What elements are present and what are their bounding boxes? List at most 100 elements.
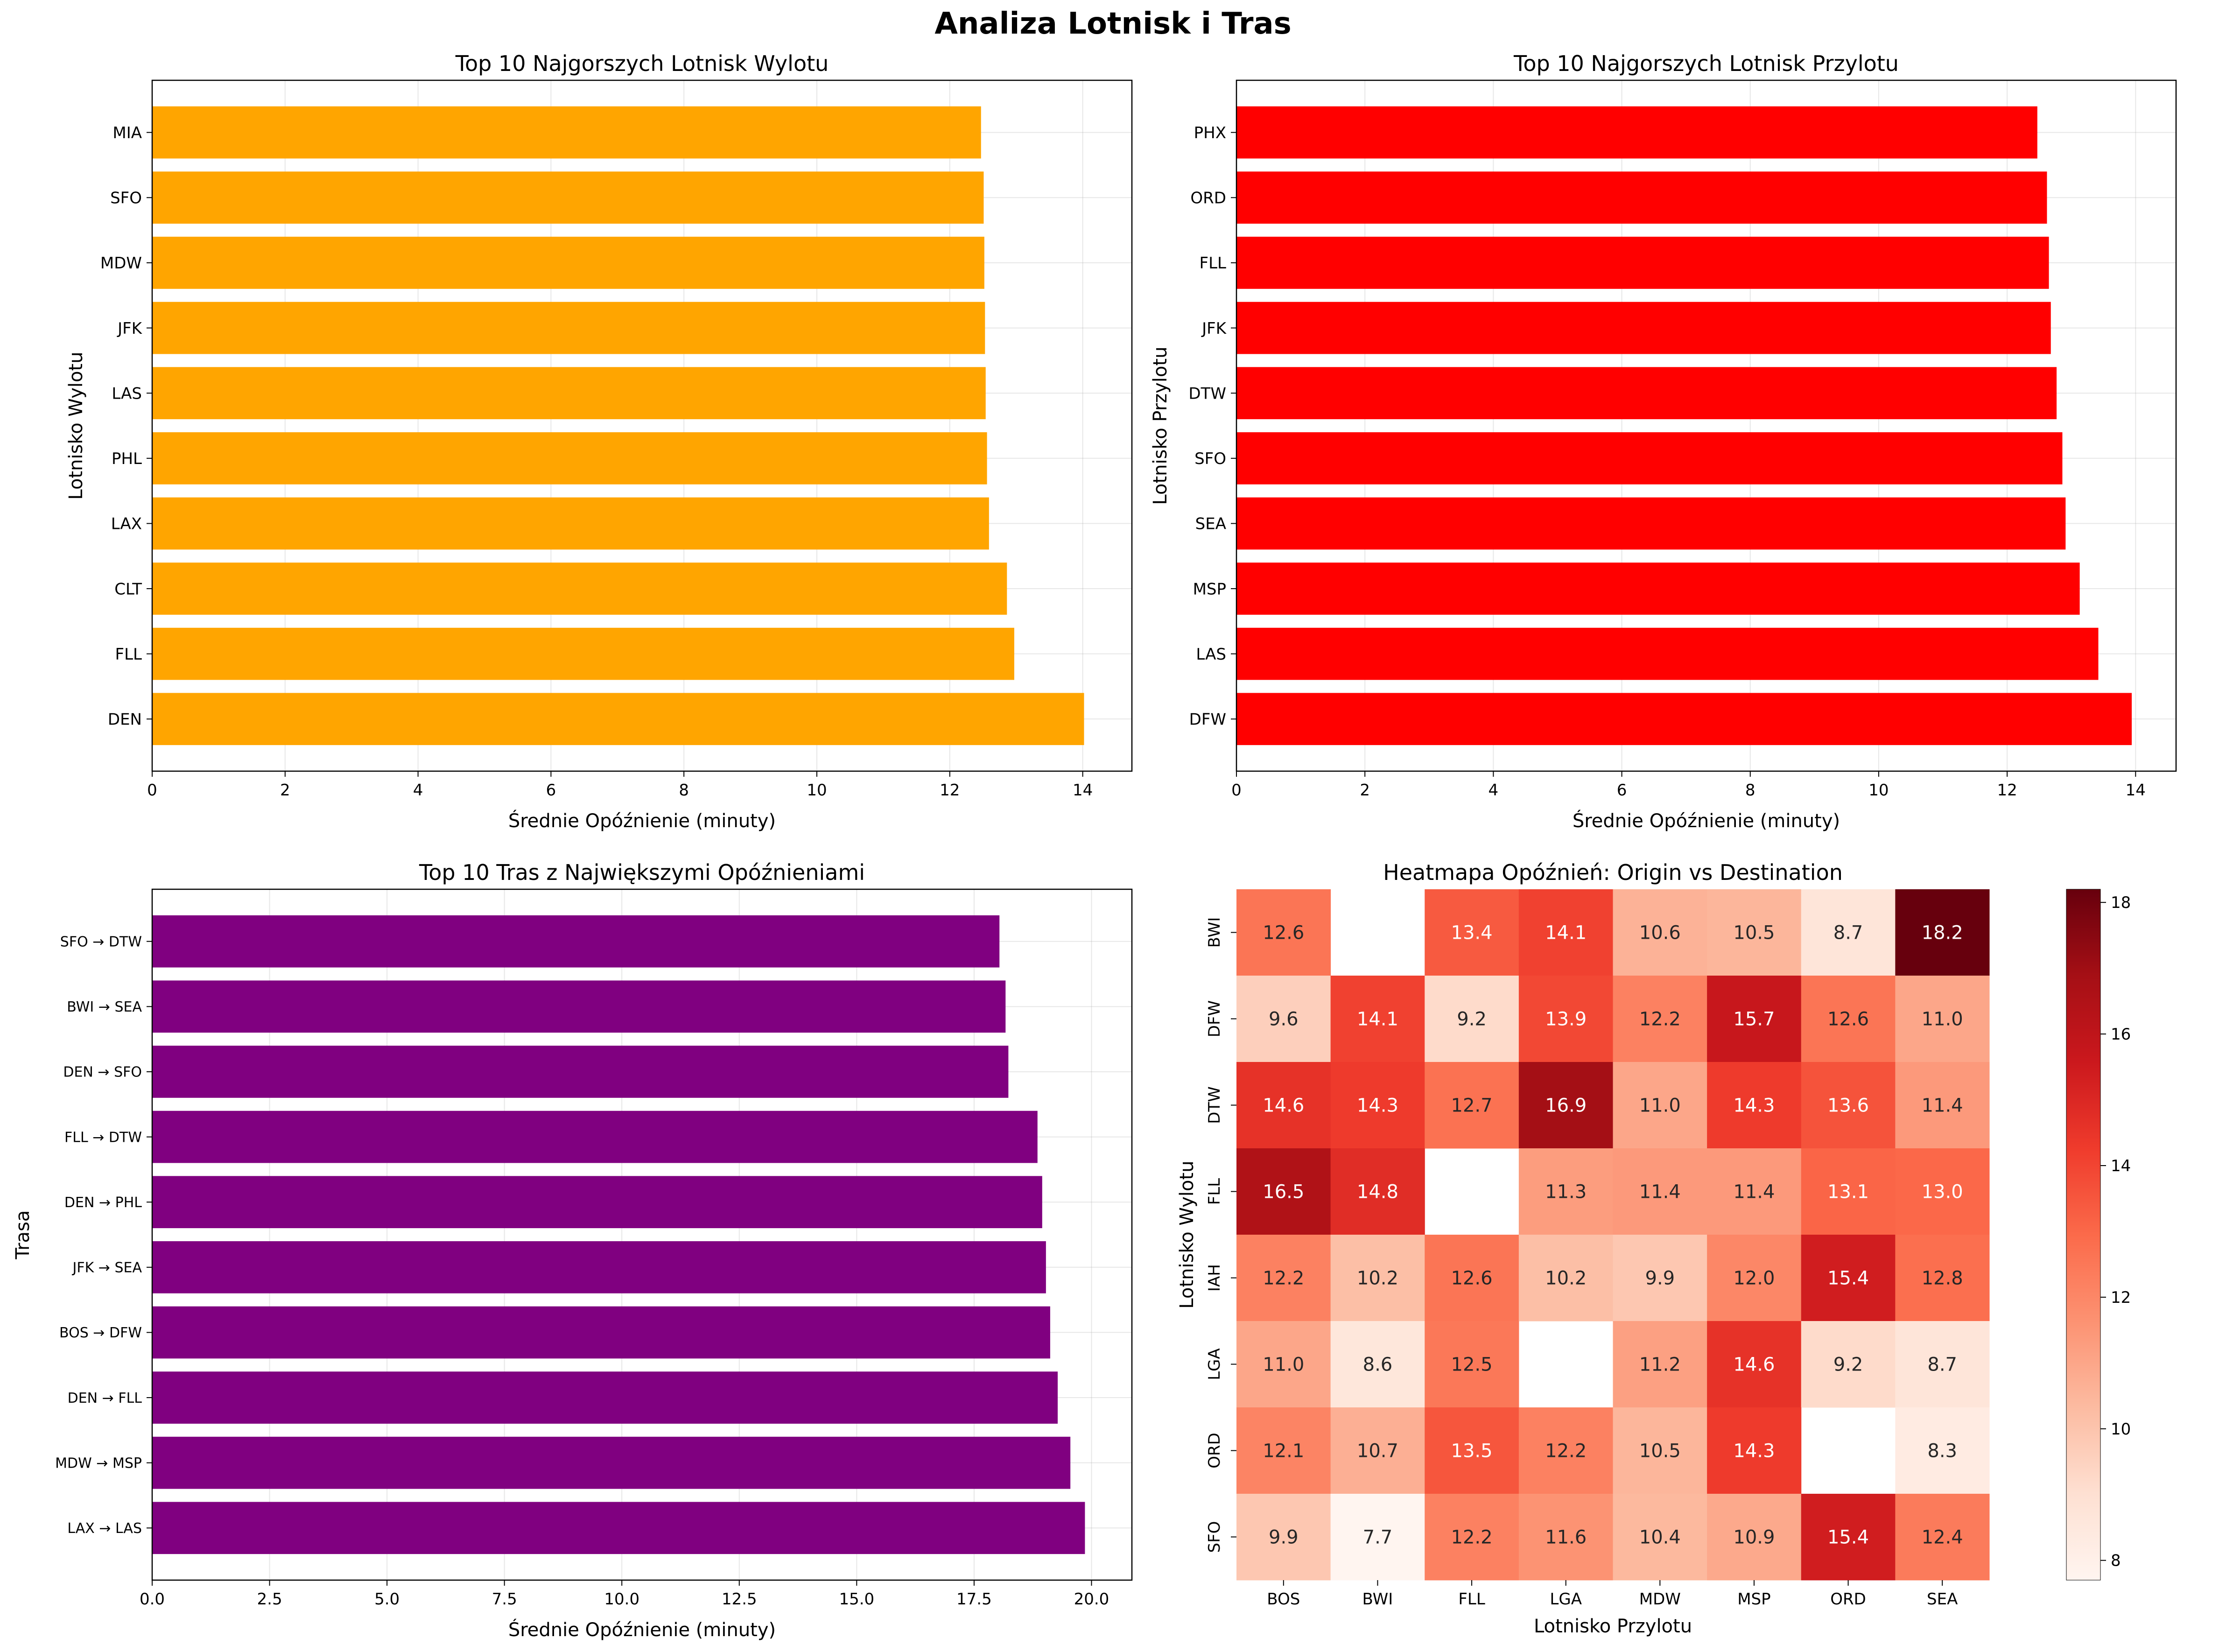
bar-den-fll bbox=[152, 1371, 1058, 1424]
heatmap-cell bbox=[1613, 1494, 1707, 1581]
x-tick-label: 0 bbox=[1231, 781, 1242, 800]
x-tick-label: 5.0 bbox=[374, 1590, 400, 1609]
heatmap-cell bbox=[1613, 976, 1707, 1062]
x-tick-label: 12 bbox=[940, 781, 960, 800]
heatmap-cell bbox=[1425, 1321, 1519, 1408]
heatmap-cell bbox=[1236, 976, 1331, 1062]
x-tick-label: 2 bbox=[280, 781, 290, 800]
heatmap-cell bbox=[1236, 1321, 1331, 1408]
y-axis-label: Lotnisko Przylotu bbox=[1150, 346, 1171, 505]
bar-sfo-dtw bbox=[152, 915, 1000, 968]
category-label: MSP bbox=[1193, 580, 1226, 598]
cell-value-label: 10.4 bbox=[1639, 1527, 1681, 1548]
cell-value-label: 12.6 bbox=[1827, 1009, 1869, 1030]
cell-value-label: 12.2 bbox=[1545, 1441, 1587, 1462]
heatmap-cell bbox=[1425, 976, 1519, 1062]
category-label: JFK bbox=[117, 319, 143, 338]
bar-jfk-sea bbox=[152, 1241, 1046, 1293]
cell-value-label: 16.9 bbox=[1545, 1095, 1587, 1117]
heatmap-cell bbox=[1236, 1407, 1331, 1494]
x-tick-label: 10 bbox=[807, 781, 827, 800]
cell-value-label: 13.1 bbox=[1827, 1181, 1869, 1203]
x-axis-label: Lotnisko Przylotu bbox=[1534, 1616, 1692, 1637]
cell-value-label: 14.3 bbox=[1733, 1095, 1775, 1117]
cell-value-label: 10.5 bbox=[1639, 1441, 1681, 1462]
cell-value-label: 7.7 bbox=[1363, 1527, 1393, 1548]
heatmap-cell bbox=[1707, 1235, 1802, 1322]
cell-value-label: 10.6 bbox=[1639, 922, 1681, 944]
x-category-label: BOS bbox=[1267, 1590, 1300, 1609]
heatmap-cell bbox=[1518, 1062, 1613, 1149]
cell-value-label: 9.2 bbox=[1833, 1354, 1863, 1376]
cell-value-label: 12.6 bbox=[1263, 922, 1304, 944]
y-category-label: FLL bbox=[1205, 1178, 1224, 1205]
x-category-label: LGA bbox=[1550, 1590, 1582, 1609]
bar-jfk bbox=[152, 302, 985, 354]
y-category-label: LGA bbox=[1205, 1348, 1224, 1380]
cell-value-label: 13.0 bbox=[1922, 1181, 1963, 1203]
x-tick-label: 2.5 bbox=[257, 1590, 282, 1609]
heatmap-cell bbox=[1330, 1062, 1425, 1149]
cell-value-label: 15.4 bbox=[1827, 1527, 1869, 1548]
cell-value-label: 14.6 bbox=[1733, 1354, 1775, 1376]
heatmap-cell bbox=[1895, 1407, 1990, 1494]
x-tick-label: 0 bbox=[147, 781, 157, 800]
category-label: DEN bbox=[108, 710, 142, 729]
panel-3: 0.0 2.5 5.0 7.5 10.0 12.5 15.0 17.5 20.0 LAX → LA… bbox=[12, 860, 1133, 1641]
x-tick-label: 17.5 bbox=[956, 1590, 992, 1609]
colorbar-fill bbox=[2066, 889, 2100, 1580]
bar-fll-dtw bbox=[152, 1111, 1038, 1163]
x-tick-label: 0.0 bbox=[140, 1590, 165, 1609]
heatmap-cell bbox=[1236, 1494, 1331, 1581]
panel-2: 0 2 4 6 8 10 12 14 DFW LAS MSP SEA SFO DTW JFK FLL ORD PH… bbox=[1150, 51, 2177, 832]
cell-value-label: 11.4 bbox=[1922, 1095, 1963, 1117]
heatmap-cell bbox=[1707, 1148, 1802, 1235]
category-label: MDW → MSP bbox=[55, 1455, 142, 1471]
bar-dtw bbox=[1236, 367, 2057, 420]
cell-value-label: 13.6 bbox=[1827, 1095, 1869, 1117]
category-label: LAS bbox=[1196, 645, 1226, 664]
cell-value-label: 8.7 bbox=[1833, 922, 1863, 944]
cell-value-label: 12.2 bbox=[1639, 1009, 1681, 1030]
cell-value-label: 11.6 bbox=[1545, 1527, 1587, 1548]
bar-mdw bbox=[152, 237, 984, 289]
category-label: LAX → LAS bbox=[67, 1520, 142, 1537]
cell-value-label: 12.7 bbox=[1451, 1095, 1493, 1117]
category-label: SFO → DTW bbox=[60, 934, 142, 950]
bar-sea bbox=[1236, 497, 2066, 550]
y-category-label: IAH bbox=[1205, 1264, 1224, 1292]
heatmap-cell bbox=[1895, 1321, 1990, 1408]
cell-value-label: 12.1 bbox=[1263, 1441, 1304, 1462]
colorbar-tick-label: 16 bbox=[2111, 1025, 2131, 1044]
x-tick-label: 12.5 bbox=[722, 1590, 757, 1609]
y-category-label: ORD bbox=[1205, 1433, 1224, 1469]
category-label: DTW bbox=[1188, 384, 1226, 403]
heatmap-cell bbox=[1330, 1321, 1425, 1408]
category-label: DEN → SFO bbox=[63, 1064, 142, 1081]
heatmap-cell bbox=[1895, 1494, 1990, 1581]
panel-1: 0 2 4 6 8 10 12 14 DEN FLL CLT LAX PHL LAS JFK MDW SFO MI… bbox=[65, 51, 1133, 832]
colorbar-tick-label: 12 bbox=[2111, 1288, 2131, 1307]
cell-value-label: 10.5 bbox=[1733, 922, 1775, 944]
x-category-label: FLL bbox=[1458, 1590, 1485, 1609]
category-label: ORD bbox=[1190, 189, 1226, 208]
category-label: LAS bbox=[112, 384, 142, 403]
cell-value-label: 13.5 bbox=[1451, 1441, 1493, 1462]
y-category-label: DTW bbox=[1205, 1086, 1224, 1124]
category-label: SFO bbox=[1194, 450, 1226, 468]
cell-value-label: 8.3 bbox=[1927, 1441, 1957, 1462]
cell-value-label: 18.2 bbox=[1922, 922, 1963, 944]
heatmap-cell bbox=[1518, 1148, 1613, 1235]
cell-value-label: 12.2 bbox=[1263, 1268, 1304, 1289]
y-category-label: SFO bbox=[1205, 1521, 1224, 1553]
colorbar: 8 10 12 14 16 18 bbox=[2066, 889, 2131, 1581]
bar-bos-dfw bbox=[152, 1306, 1050, 1359]
category-label: JFK → SEA bbox=[71, 1260, 142, 1276]
category-label: CLT bbox=[114, 580, 142, 598]
colorbar-tick-label: 18 bbox=[2111, 893, 2131, 912]
heatmap-cell bbox=[1707, 1494, 1802, 1581]
x-category-label: MSP bbox=[1737, 1590, 1770, 1609]
cell-value-label: 10.2 bbox=[1357, 1268, 1398, 1289]
heatmap-cell bbox=[1801, 1062, 1896, 1149]
